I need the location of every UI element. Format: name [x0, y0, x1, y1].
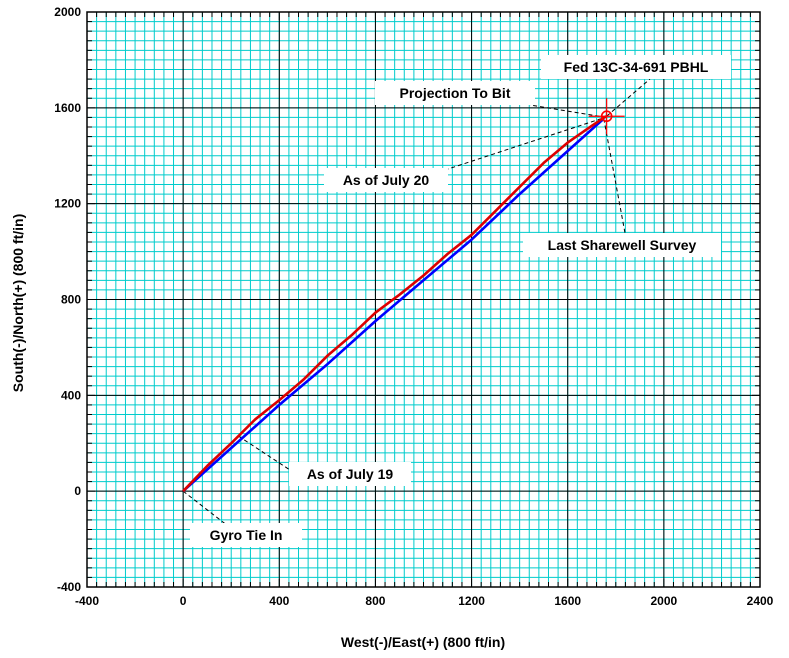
x-axis-title: West(-)/East(+) (800 ft/in)	[341, 634, 505, 650]
annotation-leader	[447, 118, 602, 170]
y-tick-label: 0	[74, 484, 81, 498]
x-tick-label: 1600	[554, 594, 581, 608]
annotation-label-box	[523, 233, 721, 257]
x-tick-label: 400	[269, 594, 289, 608]
axis-ticks	[86, 11, 761, 588]
x-tick-label: 800	[365, 594, 385, 608]
y-tick-label: 1600	[54, 101, 81, 115]
annotation-label-box	[541, 55, 731, 79]
annotation-labels: Fed 13C-34-691 PBHL Projection To Bit As o…	[190, 55, 731, 547]
annotation-label-box	[324, 168, 448, 192]
y-tick-label: 400	[61, 388, 81, 402]
series-line-1	[182, 117, 605, 493]
y-tick-label: 800	[61, 293, 81, 307]
series-line-2	[182, 115, 607, 493]
x-tick-label: -400	[75, 594, 99, 608]
annotation-leaders	[182, 78, 651, 527]
annotation-leader	[603, 118, 626, 234]
annotation-label: As of July 19	[307, 466, 394, 482]
tick-labels: -400 0 400 800 1200 1600 2000 2400 -400 0 400 800 12…	[54, 5, 773, 608]
annotation-label: Gyro Tie In	[210, 527, 283, 543]
annotation-leader	[606, 78, 651, 117]
y-tick-label: 2000	[54, 5, 81, 19]
x-tick-label: 1200	[458, 594, 485, 608]
annotation-label-box	[190, 523, 302, 547]
annotation-label: Projection To Bit	[400, 85, 511, 101]
x-tick-label: 0	[180, 594, 187, 608]
annotation-label: Last Sharewell Survey	[548, 237, 697, 253]
annotation-leader	[182, 490, 229, 527]
annotation-label-box	[289, 462, 411, 486]
target-marker	[588, 98, 625, 135]
annotation-label: Fed 13C-34-691 PBHL	[564, 59, 709, 75]
y-tick-label: 1200	[54, 197, 81, 211]
series-lines	[182, 115, 607, 493]
annotation-leader	[238, 435, 291, 471]
annotation-leader	[529, 104, 607, 118]
x-tick-label: 2400	[747, 594, 774, 608]
annotation-label: As of July 20	[343, 172, 430, 188]
y-axis-title: South(-)/North(+) (800 ft/in)	[10, 214, 26, 392]
y-tick-label: -400	[57, 580, 81, 594]
x-tick-label: 2000	[651, 594, 678, 608]
annotation-label-box	[375, 81, 535, 105]
